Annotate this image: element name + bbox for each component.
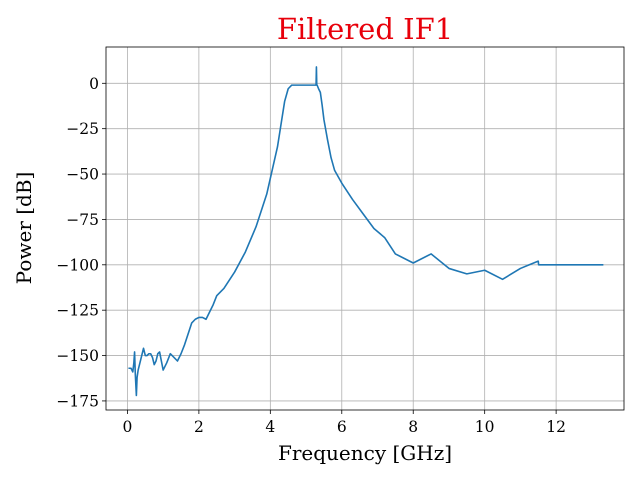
x-tick-label: 6 bbox=[337, 418, 347, 436]
x-tick-label: 8 bbox=[408, 418, 418, 436]
y-tick-label: 0 bbox=[89, 75, 99, 93]
y-tick-label: −25 bbox=[66, 120, 99, 138]
x-tick-label: 2 bbox=[194, 418, 204, 436]
x-tick-label: 4 bbox=[265, 418, 275, 436]
y-tick-label: −100 bbox=[56, 256, 99, 274]
y-tick-label: −150 bbox=[56, 347, 99, 365]
series-group bbox=[128, 66, 604, 397]
x-axis-label: Frequency [GHz] bbox=[278, 441, 452, 465]
grid bbox=[106, 47, 624, 410]
x-tick-label: 10 bbox=[475, 418, 495, 436]
y-axis-label: Power [dB] bbox=[12, 172, 36, 285]
x-tick-label: 12 bbox=[546, 418, 566, 436]
axis-ticks: 0 2 4 6 8 10 12 0 −25 −50 −75 −100 −125 −150 −175 bbox=[56, 75, 566, 436]
y-tick-label: −175 bbox=[56, 392, 99, 410]
x-tick-label: 0 bbox=[122, 418, 132, 436]
y-tick-label: −50 bbox=[66, 166, 99, 184]
plot-frame bbox=[105, 46, 625, 411]
y-tick-label: −125 bbox=[56, 302, 99, 320]
series-line bbox=[128, 66, 604, 397]
y-tick-label: −75 bbox=[66, 211, 99, 229]
chart-title: Filtered IF1 bbox=[277, 12, 453, 46]
